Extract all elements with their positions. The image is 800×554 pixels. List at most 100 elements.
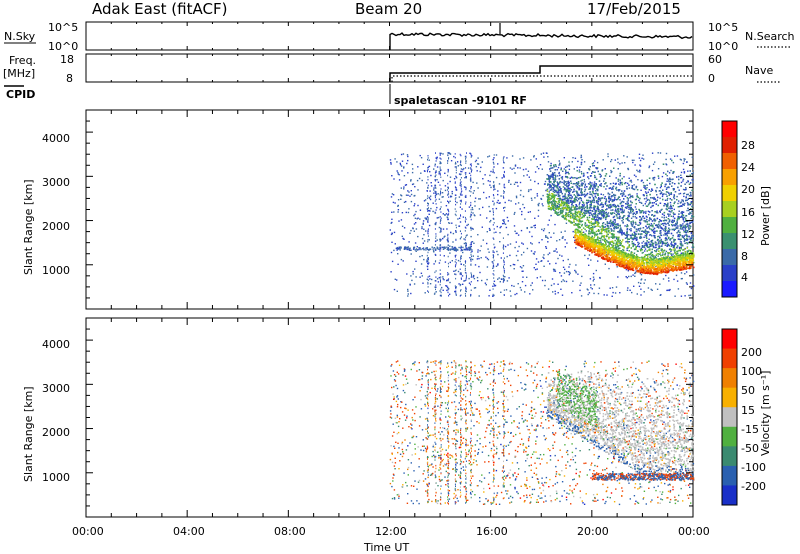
data-point bbox=[426, 259, 428, 261]
data-point bbox=[413, 283, 416, 285]
data-point bbox=[586, 226, 588, 228]
data-point bbox=[556, 201, 558, 203]
data-point bbox=[497, 193, 499, 196]
data-point bbox=[426, 169, 428, 172]
data-point bbox=[651, 241, 653, 244]
data-point bbox=[492, 295, 494, 297]
data-point bbox=[615, 199, 618, 201]
data-point bbox=[455, 187, 457, 189]
data-point bbox=[655, 265, 657, 268]
data-point bbox=[669, 288, 671, 291]
data-point bbox=[641, 233, 643, 235]
data-point bbox=[670, 169, 672, 172]
data-point bbox=[544, 284, 546, 287]
data-point bbox=[680, 159, 682, 161]
data-point bbox=[460, 154, 462, 157]
data-point bbox=[648, 253, 650, 256]
data-point bbox=[521, 270, 523, 272]
data-point bbox=[637, 281, 640, 284]
data-point bbox=[452, 241, 454, 243]
data-point bbox=[623, 215, 625, 217]
data-point bbox=[407, 290, 409, 292]
data-point bbox=[410, 200, 413, 203]
data-point bbox=[459, 153, 461, 156]
data-point bbox=[659, 193, 662, 195]
data-point bbox=[447, 244, 449, 246]
data-point bbox=[424, 170, 426, 172]
data-point bbox=[506, 280, 509, 282]
data-point bbox=[583, 181, 586, 183]
nsky-tick-top: 10^5 bbox=[48, 21, 78, 34]
data-point bbox=[456, 248, 458, 251]
data-point bbox=[604, 203, 607, 206]
data-point bbox=[685, 215, 687, 217]
data-point bbox=[440, 201, 442, 203]
data-point bbox=[605, 213, 607, 216]
data-point bbox=[533, 253, 535, 255]
data-point bbox=[464, 172, 466, 174]
data-point bbox=[648, 213, 650, 216]
data-point bbox=[633, 184, 635, 186]
data-point bbox=[390, 196, 393, 198]
data-point bbox=[505, 289, 508, 291]
data-point bbox=[466, 247, 468, 249]
data-point bbox=[586, 288, 588, 290]
data-point bbox=[630, 236, 632, 238]
data-point bbox=[503, 210, 505, 212]
data-point bbox=[493, 157, 495, 159]
data-point bbox=[640, 294, 642, 296]
data-point bbox=[638, 285, 641, 287]
data-point bbox=[564, 166, 567, 168]
data-point bbox=[626, 227, 629, 230]
data-point bbox=[670, 242, 673, 244]
data-point bbox=[565, 211, 567, 214]
data-point bbox=[469, 283, 471, 286]
nsearch-tick-top: 10^5 bbox=[708, 21, 738, 34]
data-point bbox=[635, 208, 637, 210]
data-point bbox=[690, 221, 692, 224]
data-point bbox=[470, 229, 472, 231]
data-point bbox=[493, 280, 496, 282]
data-point bbox=[432, 210, 434, 213]
data-point bbox=[459, 295, 461, 297]
data-point bbox=[487, 248, 489, 250]
data-point bbox=[455, 254, 457, 257]
data-point bbox=[607, 153, 609, 155]
data-point bbox=[400, 258, 403, 261]
data-point bbox=[607, 212, 610, 214]
data-point bbox=[626, 224, 628, 226]
data-point bbox=[553, 166, 555, 168]
data-point bbox=[537, 204, 540, 207]
data-point bbox=[653, 179, 655, 181]
data-point bbox=[513, 213, 515, 215]
data-point bbox=[611, 170, 613, 173]
data-point bbox=[493, 197, 495, 199]
data-point bbox=[473, 214, 475, 216]
data-point bbox=[400, 194, 402, 196]
data-point bbox=[554, 177, 556, 179]
data-point bbox=[639, 233, 642, 235]
data-point bbox=[519, 181, 522, 184]
data-point bbox=[560, 209, 563, 211]
data-point bbox=[669, 158, 672, 160]
data-point bbox=[476, 258, 479, 260]
data-point bbox=[569, 263, 571, 266]
data-point bbox=[456, 161, 459, 163]
data-point bbox=[401, 160, 404, 162]
data-point bbox=[558, 164, 560, 166]
data-point bbox=[461, 170, 463, 173]
data-point bbox=[444, 261, 447, 263]
data-point bbox=[536, 166, 538, 168]
data-point bbox=[623, 210, 625, 213]
data-point bbox=[489, 180, 491, 183]
data-point bbox=[504, 186, 506, 189]
data-point bbox=[646, 179, 648, 181]
data-point bbox=[522, 265, 525, 267]
data-point bbox=[393, 231, 396, 234]
data-point bbox=[536, 195, 539, 197]
data-point bbox=[601, 217, 603, 219]
data-point bbox=[447, 233, 449, 236]
data-point bbox=[650, 223, 653, 225]
data-point bbox=[681, 212, 683, 214]
